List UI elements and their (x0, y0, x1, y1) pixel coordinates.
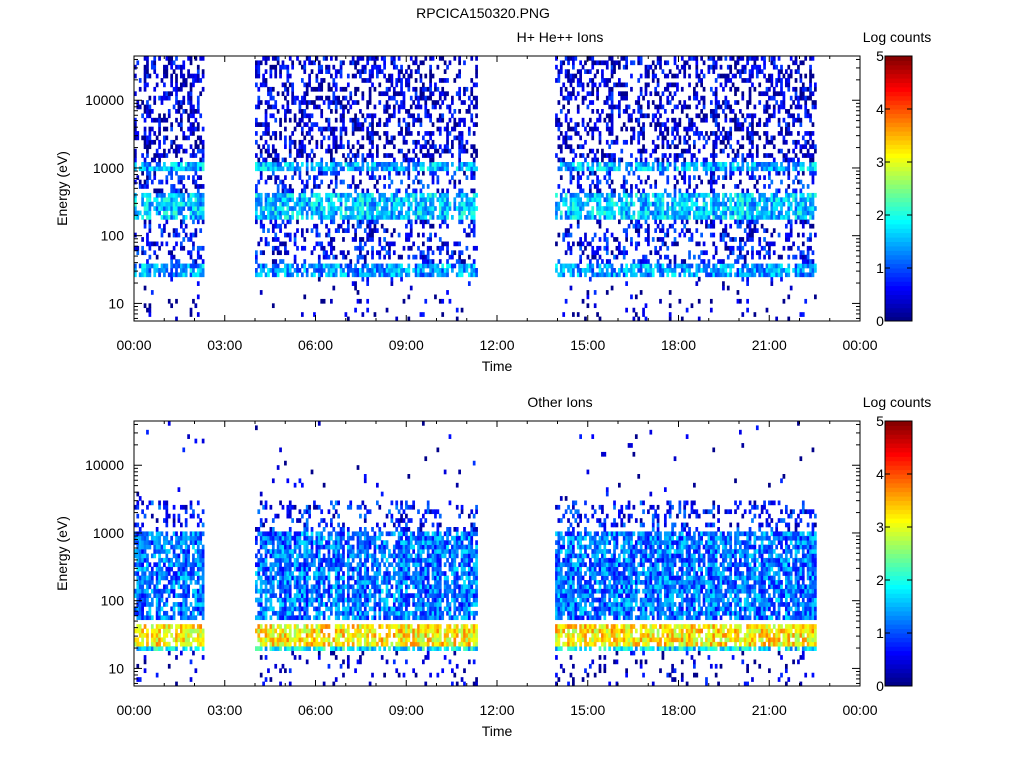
y-tick-label: 10000 (85, 92, 124, 108)
x-tick-label: 12:00 (479, 702, 514, 718)
y-tick-label: 1000 (93, 525, 124, 541)
y-axis-label: Energy (eV) (54, 151, 70, 226)
x-axis-label: Time (482, 723, 513, 739)
x-tick-label: 06:00 (298, 702, 333, 718)
colorbar-label: Log counts (863, 394, 932, 410)
colorbar-tick-label: 0 (876, 678, 884, 694)
figure-title: RPCICA150320.PNG (416, 5, 550, 21)
colorbar: 0 1 2 3 4 5 Log counts (863, 29, 932, 329)
colorbar-tick-label: 3 (876, 519, 884, 535)
x-tick-label: 03:00 (207, 337, 242, 353)
x-tick-label: 09:00 (389, 702, 424, 718)
colorbar: 0 1 2 3 4 5 Log counts (863, 394, 932, 694)
colorbar-tick-label: 5 (876, 413, 884, 429)
heatmap-cells (134, 421, 817, 687)
colorbar-tick-label: 1 (876, 625, 884, 641)
colorbar-frame (884, 55, 913, 322)
colorbar-tick-label: 4 (876, 101, 884, 117)
x-tick-label: 06:00 (298, 337, 333, 353)
colorbar-tick-label: 2 (876, 207, 884, 223)
x-tick-label: 00:00 (116, 337, 151, 353)
x-tick-label: 00:00 (116, 702, 151, 718)
x-tick-label: 00:00 (842, 337, 877, 353)
colorbar-tick-label: 2 (876, 572, 884, 588)
colorbar-tick-label: 4 (876, 466, 884, 482)
y-tick-label: 100 (101, 593, 125, 609)
y-tick-label: 1000 (93, 160, 124, 176)
heatmap-cells (134, 56, 817, 322)
colorbar-tick-label: 1 (876, 260, 884, 276)
x-tick-label: 15:00 (570, 702, 605, 718)
panel-h-he-ions: H+ He++ Ions 00:00 03:00 06:00 09:00 12:00 15:… (54, 29, 931, 374)
panel-other-ions: Other Ions 00:00 03:00 06:00 09:00 12:00 15:00… (54, 394, 931, 739)
x-tick-label: 21:00 (752, 702, 787, 718)
x-tick-label: 18:00 (661, 702, 696, 718)
colorbar-tick-label: 5 (876, 48, 884, 64)
y-tick-label: 10 (108, 295, 124, 311)
x-tick-label: 03:00 (207, 702, 242, 718)
colorbar-frame (884, 420, 913, 687)
y-axis-label: Energy (eV) (54, 516, 70, 591)
x-tick-label: 09:00 (389, 337, 424, 353)
panel-title: H+ He++ Ions (517, 29, 604, 45)
y-tick-label: 100 (101, 228, 125, 244)
y-tick-label: 10 (108, 660, 124, 676)
colorbar-tick-label: 3 (876, 154, 884, 170)
colorbar-label: Log counts (863, 29, 932, 45)
y-tick-label: 10000 (85, 457, 124, 473)
x-tick-label: 21:00 (752, 337, 787, 353)
panel-title: Other Ions (527, 394, 592, 410)
x-tick-label: 15:00 (570, 337, 605, 353)
x-tick-label: 18:00 (661, 337, 696, 353)
colorbar-tick-label: 0 (876, 313, 884, 329)
x-axis-label: Time (482, 358, 513, 374)
x-tick-label: 12:00 (479, 337, 514, 353)
x-tick-label: 00:00 (842, 702, 877, 718)
